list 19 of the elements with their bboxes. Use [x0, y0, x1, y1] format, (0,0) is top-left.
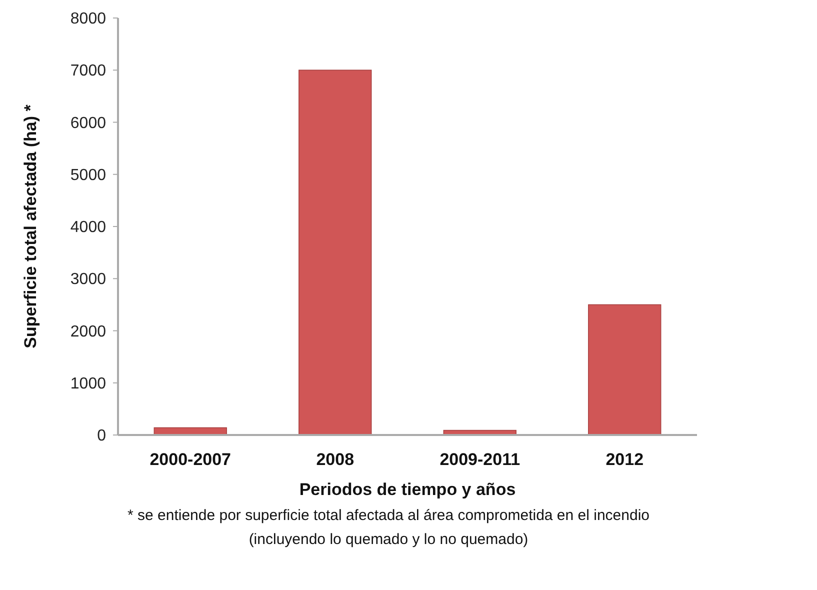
x-tick-label: 2000-2007: [150, 450, 232, 469]
x-tick-label: 2012: [606, 450, 644, 469]
x-tick-label: 2009-2011: [440, 450, 520, 469]
y-tick-label: 0: [97, 428, 106, 445]
text: (incluyendo lo quemado y lo no quemado): [248, 531, 528, 548]
y-tick-label: 3000: [70, 271, 106, 288]
y-tick-label: 6000: [70, 114, 106, 132]
text: * se entiende por superficie total afectada al área comprometida en el incendio: [128, 507, 650, 524]
y-tick-label: 1000: [70, 375, 106, 392]
x-tick-label: 2008: [316, 450, 354, 469]
y-tick-label: 7000: [70, 62, 106, 80]
bar: [298, 70, 372, 436]
y-tick-label: 8000: [70, 10, 106, 28]
y-axis-title: Superficie total afectada (ha) *: [21, 104, 40, 348]
y-tick-label: 2000: [70, 323, 106, 340]
x-axis-title: Periodos de tiempo y años: [299, 480, 516, 499]
y-tick-label: 4000: [70, 219, 106, 236]
y-tick-label: 5000: [70, 166, 106, 184]
bar: [588, 304, 662, 436]
